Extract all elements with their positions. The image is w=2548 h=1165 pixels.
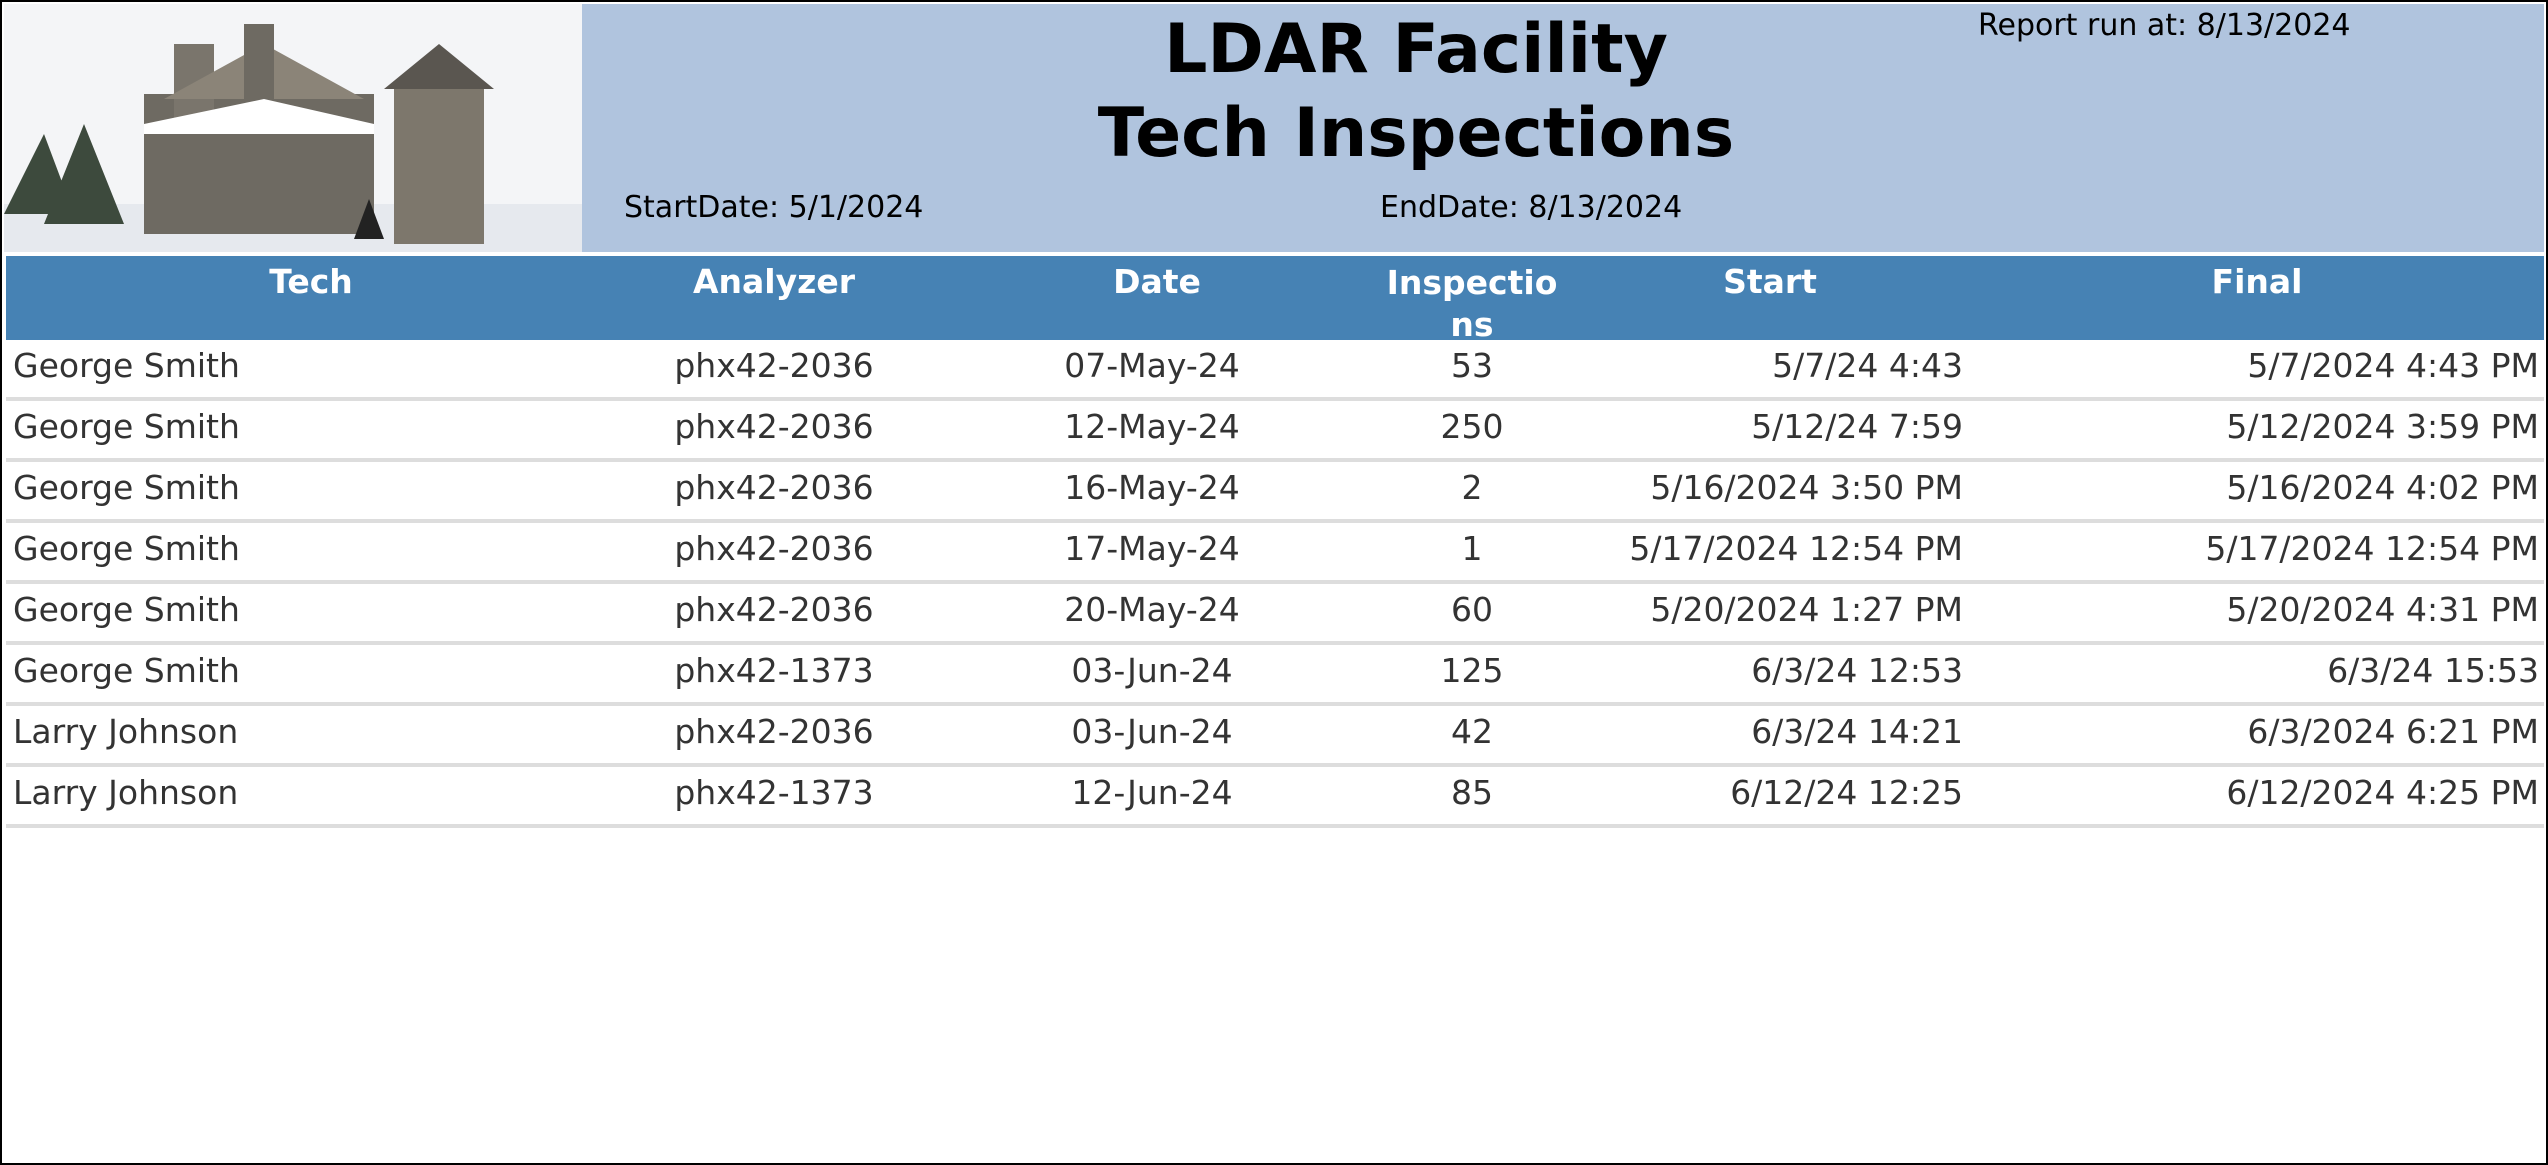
table-cell: 5/17/2024 12:54 PM — [1629, 529, 1963, 568]
table-cell: 6/12/2024 4:25 PM — [2226, 773, 2539, 812]
table-cell: George Smith — [13, 529, 240, 568]
table-cell: 03-Jun-24 — [1071, 651, 1233, 690]
table-cell: phx42-2036 — [674, 346, 874, 385]
table-cell: 5/20/2024 1:27 PM — [1650, 590, 1963, 629]
table-cell: 125 — [1440, 651, 1504, 690]
table-cell: Larry Johnson — [13, 773, 239, 812]
table-cell: 5/16/2024 4:02 PM — [2226, 468, 2539, 507]
table-cell: 85 — [1451, 773, 1493, 812]
table-cell: phx42-2036 — [674, 590, 874, 629]
table-cell: 60 — [1451, 590, 1493, 629]
table-cell: phx42-2036 — [674, 712, 874, 751]
table-cell: 5/16/2024 3:50 PM — [1650, 468, 1963, 507]
header-band — [582, 4, 2544, 252]
table-cell: 5/12/24 7:59 — [1751, 407, 1963, 446]
title: Tech Inspections — [1097, 94, 1735, 173]
table-cell: phx42-1373 — [674, 651, 874, 690]
table-cell: 16-May-24 — [1064, 468, 1240, 507]
table-cell: Larry Johnson — [13, 712, 239, 751]
table-cell: phx42-2036 — [674, 468, 874, 507]
table-cell: 12-Jun-24 — [1071, 773, 1233, 812]
table-cell: 03-Jun-24 — [1071, 712, 1233, 751]
table-cell: 6/3/2024 6:21 PM — [2247, 712, 2539, 751]
table-cell: phx42-2036 — [674, 407, 874, 446]
row-divider — [6, 641, 2544, 645]
column-header: Tech — [269, 262, 353, 301]
table-cell: 6/3/24 14:21 — [1751, 712, 1963, 751]
table-cell: 250 — [1440, 407, 1504, 446]
table-cell: George Smith — [13, 468, 240, 507]
row-divider — [6, 763, 2544, 767]
table-cell: 42 — [1451, 712, 1493, 751]
row-divider — [6, 519, 2544, 523]
table-cell: 5/12/2024 3:59 PM — [2226, 407, 2539, 446]
table-cell: 1 — [1461, 529, 1483, 568]
row-divider — [6, 824, 2544, 828]
end-date: EndDate: 8/13/2024 — [1380, 190, 1683, 225]
table-cell: 6/12/24 12:25 — [1730, 773, 1963, 812]
row-divider — [6, 397, 2544, 401]
column-header: Start — [1723, 262, 1817, 301]
start-date: StartDate: 5/1/2024 — [624, 190, 924, 225]
table-cell: phx42-1373 — [674, 773, 874, 812]
report-run: Report run at: 8/13/2024 — [1978, 8, 2351, 43]
table-cell: 20-May-24 — [1064, 590, 1240, 629]
table-cell: George Smith — [13, 590, 240, 629]
table-cell: 2 — [1461, 468, 1483, 507]
table-cell: 5/20/2024 4:31 PM — [2226, 590, 2539, 629]
table-cell: 5/7/2024 4:43 PM — [2247, 346, 2539, 385]
table-cell: George Smith — [13, 651, 240, 690]
column-header: Final — [2211, 262, 2303, 301]
table-cell: George Smith — [13, 407, 240, 446]
table-header — [6, 256, 2544, 340]
table-cell: 5/17/2024 12:54 PM — [2205, 529, 2539, 568]
table-cell: 12-May-24 — [1064, 407, 1240, 446]
title: LDAR Facility — [1164, 10, 1668, 89]
table-cell: 53 — [1451, 346, 1493, 385]
table-cell: 17-May-24 — [1064, 529, 1240, 568]
table-cell: George Smith — [13, 346, 240, 385]
castle-image — [4, 4, 582, 252]
table-cell: 07-May-24 — [1064, 346, 1240, 385]
table-cell: 6/3/24 15:53 — [2327, 651, 2539, 690]
column-header: Inspections — [1386, 263, 1558, 344]
row-divider — [6, 702, 2544, 706]
row-divider — [6, 458, 2544, 462]
table-cell: 6/3/24 12:53 — [1751, 651, 1963, 690]
table-cell: phx42-2036 — [674, 529, 874, 568]
column-header: Analyzer — [693, 262, 855, 301]
row-divider — [6, 580, 2544, 584]
column-header: Date — [1113, 262, 1201, 301]
table-cell: 5/7/24 4:43 — [1772, 346, 1963, 385]
